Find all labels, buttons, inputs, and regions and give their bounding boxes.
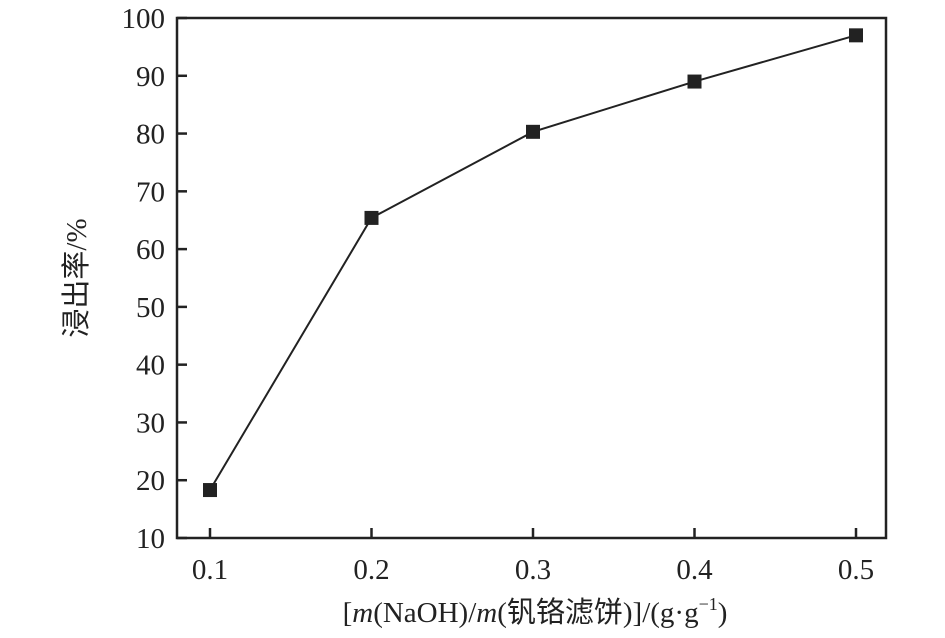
x-axis-label: [m(NaOH)/m(钒铬滤饼)]/(g·g−1) xyxy=(343,594,728,629)
x-tick-label: 0.1 xyxy=(192,554,228,586)
y-tick-label: 90 xyxy=(136,61,165,93)
y-tick-label: 40 xyxy=(136,350,165,382)
data-point xyxy=(203,483,217,498)
y-axis-label: 浸出率/% xyxy=(60,218,93,337)
y-tick-label: 80 xyxy=(136,119,165,151)
x-tick-label: 0.4 xyxy=(676,554,713,586)
plot-frame xyxy=(175,16,888,540)
x-tick-label: 0.5 xyxy=(838,554,874,586)
y-tick-label: 20 xyxy=(136,465,165,497)
y-tick-label: 100 xyxy=(122,3,166,35)
data-point xyxy=(849,28,863,43)
y-tick-label: 10 xyxy=(136,523,165,555)
x-tick-label: 0.2 xyxy=(353,554,389,586)
data-point xyxy=(526,124,540,139)
data-point xyxy=(687,74,702,89)
y-tick-label: 70 xyxy=(136,176,165,208)
y-tick-label: 50 xyxy=(136,292,165,324)
y-tick-label: 30 xyxy=(136,407,165,439)
series-line xyxy=(209,34,857,491)
y-tick-label: 60 xyxy=(136,234,165,266)
x-tick-label: 0.3 xyxy=(515,554,551,586)
data-point xyxy=(364,210,379,225)
